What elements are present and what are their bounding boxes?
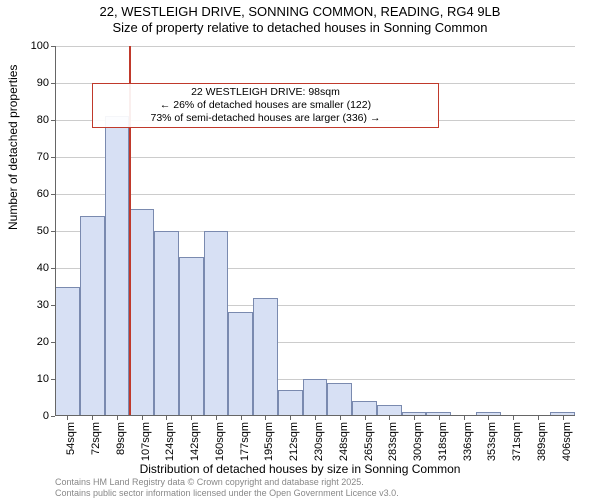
callout-line-1: 22 WESTLEIGH DRIVE: 98sqm: [99, 86, 432, 99]
x-tick-label: 212sqm: [288, 422, 300, 461]
y-tick-mark: [51, 379, 55, 380]
x-tick-mark: [265, 416, 266, 420]
y-tick-label: 40: [37, 262, 49, 274]
y-tick-label: 30: [37, 299, 49, 311]
y-tick-label: 50: [37, 225, 49, 237]
x-tick-label: 265sqm: [363, 422, 375, 461]
y-tick-mark: [51, 120, 55, 121]
bar: [154, 231, 179, 416]
bar: [228, 312, 253, 416]
y-tick-mark: [51, 268, 55, 269]
x-tick-mark: [414, 416, 415, 420]
bar: [129, 209, 154, 416]
y-axis-line: [55, 46, 56, 416]
y-tick-mark: [51, 342, 55, 343]
bar: [55, 287, 80, 417]
x-tick-mark: [563, 416, 564, 420]
bar: [327, 383, 352, 416]
x-tick-label: 336sqm: [462, 422, 474, 461]
x-tick-label: 89sqm: [115, 422, 127, 455]
y-tick-label: 90: [37, 77, 49, 89]
x-tick-mark: [439, 416, 440, 420]
title-line-2: Size of property relative to detached ho…: [0, 20, 600, 36]
bar: [278, 390, 303, 416]
callout-line-3: 73% of semi-detached houses are larger (…: [99, 112, 432, 125]
bar: [253, 298, 278, 416]
x-tick-mark: [538, 416, 539, 420]
x-tick-mark: [340, 416, 341, 420]
footer: Contains HM Land Registry data © Crown c…: [55, 477, 399, 498]
x-tick-mark: [216, 416, 217, 420]
x-tick-label: 54sqm: [65, 422, 77, 455]
x-tick-label: 318sqm: [437, 422, 449, 461]
x-tick-label: 230sqm: [313, 422, 325, 461]
x-tick-label: 300sqm: [412, 422, 424, 461]
x-tick-mark: [488, 416, 489, 420]
bar: [352, 401, 377, 416]
y-tick-mark: [51, 157, 55, 158]
x-tick-label: 160sqm: [214, 422, 226, 461]
bar: [105, 116, 130, 416]
plot-area: 22 WESTLEIGH DRIVE: 98sqm ← 26% of detac…: [55, 46, 575, 416]
y-tick-mark: [51, 416, 55, 417]
y-tick-label: 70: [37, 151, 49, 163]
x-tick-mark: [67, 416, 68, 420]
x-tick-mark: [365, 416, 366, 420]
x-tick-label: 389sqm: [536, 422, 548, 461]
callout-box: 22 WESTLEIGH DRIVE: 98sqm ← 26% of detac…: [92, 83, 439, 128]
chart-container: 22, WESTLEIGH DRIVE, SONNING COMMON, REA…: [0, 0, 600, 500]
x-tick-label: 353sqm: [486, 422, 498, 461]
y-tick-mark: [51, 231, 55, 232]
x-tick-mark: [389, 416, 390, 420]
x-tick-mark: [290, 416, 291, 420]
bar: [179, 257, 204, 416]
x-tick-mark: [92, 416, 93, 420]
callout-line-2: ← 26% of detached houses are smaller (12…: [99, 99, 432, 112]
titles: 22, WESTLEIGH DRIVE, SONNING COMMON, REA…: [0, 0, 600, 37]
y-tick-mark: [51, 83, 55, 84]
x-tick-label: 283sqm: [387, 422, 399, 461]
y-tick-label: 80: [37, 114, 49, 126]
title-line-1: 22, WESTLEIGH DRIVE, SONNING COMMON, REA…: [0, 4, 600, 20]
x-tick-mark: [142, 416, 143, 420]
x-tick-label: 142sqm: [189, 422, 201, 461]
x-tick-label: 406sqm: [561, 422, 573, 461]
x-tick-label: 72sqm: [90, 422, 102, 455]
bar: [303, 379, 328, 416]
x-axis-title: Distribution of detached houses by size …: [0, 462, 600, 476]
footer-line-1: Contains HM Land Registry data © Crown c…: [55, 477, 399, 487]
bar: [204, 231, 229, 416]
x-tick-label: 195sqm: [263, 422, 275, 461]
y-tick-mark: [51, 305, 55, 306]
y-tick-label: 100: [31, 40, 49, 52]
x-tick-label: 107sqm: [140, 422, 152, 461]
y-tick-label: 60: [37, 188, 49, 200]
y-tick-label: 10: [37, 373, 49, 385]
y-tick-mark: [51, 46, 55, 47]
x-tick-mark: [241, 416, 242, 420]
y-tick-mark: [51, 194, 55, 195]
y-tick-label: 20: [37, 336, 49, 348]
x-tick-mark: [117, 416, 118, 420]
x-tick-mark: [315, 416, 316, 420]
footer-line-2: Contains public sector information licen…: [55, 488, 399, 498]
x-tick-label: 177sqm: [239, 422, 251, 461]
y-axis-title: Number of detached properties: [6, 65, 20, 230]
x-tick-mark: [166, 416, 167, 420]
x-tick-label: 124sqm: [164, 422, 176, 461]
x-tick-label: 371sqm: [511, 422, 523, 461]
x-tick-label: 248sqm: [338, 422, 350, 461]
x-tick-mark: [513, 416, 514, 420]
x-tick-mark: [191, 416, 192, 420]
x-tick-mark: [464, 416, 465, 420]
bar: [80, 216, 105, 416]
y-tick-label: 0: [43, 410, 49, 422]
